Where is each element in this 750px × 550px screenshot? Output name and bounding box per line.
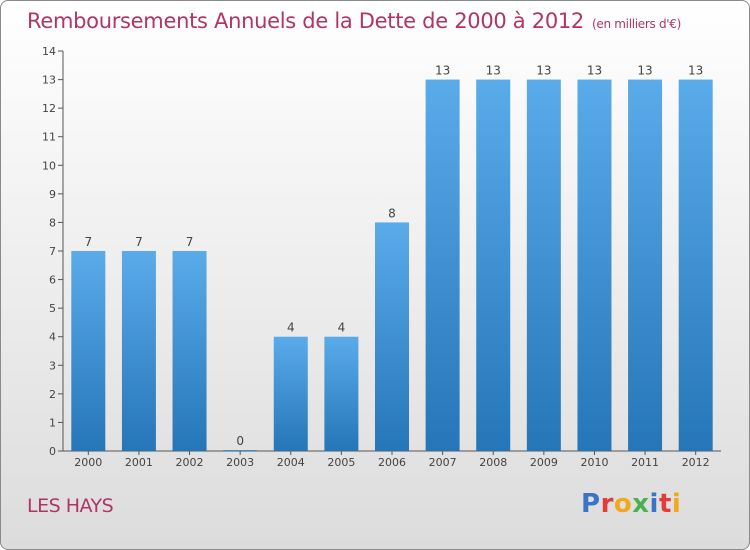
value-label: 13	[688, 64, 703, 78]
value-label: 4	[287, 321, 295, 335]
x-tick-label: 2012	[682, 456, 710, 469]
x-tick-label: 2010	[580, 456, 608, 469]
value-label: 0	[236, 434, 244, 448]
y-tick-label: 6	[49, 274, 56, 287]
chart-title-text: Remboursements Annuels de la Dette de 20…	[27, 9, 584, 33]
x-tick-label: 2005	[327, 456, 355, 469]
value-label: 13	[637, 64, 652, 78]
x-tick-label: 2007	[429, 456, 457, 469]
bar	[425, 79, 460, 452]
bar	[71, 251, 106, 451]
y-tick-label: 12	[42, 102, 56, 115]
place-name: LES HAYS	[27, 495, 114, 517]
y-tick-label: 5	[49, 302, 56, 315]
value-label: 7	[84, 235, 92, 249]
x-tick-label: 2003	[226, 456, 254, 469]
y-tick-label: 3	[49, 359, 56, 372]
bar	[375, 222, 409, 451]
value-label: 13	[435, 64, 450, 78]
y-tick-label: 10	[42, 159, 56, 172]
value-label: 13	[536, 64, 551, 78]
value-label: 8	[388, 206, 396, 220]
bar	[172, 251, 207, 451]
y-tick-label: 11	[42, 131, 56, 144]
logo-letter: o	[613, 489, 633, 519]
logo-letter: r	[600, 489, 614, 519]
bar	[628, 79, 663, 452]
y-tick-label: 9	[49, 188, 56, 201]
y-tick-label: 1	[49, 416, 56, 429]
value-label: 7	[135, 235, 143, 249]
bar	[273, 336, 308, 451]
logo-letter: i	[649, 489, 659, 519]
x-tick-label: 2004	[277, 456, 305, 469]
x-tick-label: 2000	[74, 456, 102, 469]
value-labels: 7 7 7 0 4 4 8 13 13 13 13 13 13	[84, 64, 703, 448]
proxiti-logo: Proxiti	[581, 489, 681, 519]
x-tick-label: 2006	[378, 456, 406, 469]
value-label: 7	[186, 235, 194, 249]
x-tick-label: 2008	[479, 456, 507, 469]
bar	[476, 79, 511, 452]
bar	[324, 336, 359, 451]
x-tick-label: 2011	[631, 456, 659, 469]
y-tick-label: 0	[49, 445, 56, 458]
value-label: 13	[587, 64, 602, 78]
y-tick-label: 2	[49, 388, 56, 401]
y-tick-label: 4	[49, 331, 56, 344]
x-tick-label: 2002	[176, 456, 204, 469]
value-label: 4	[338, 321, 346, 335]
value-label: 13	[486, 64, 501, 78]
logo-letter: t	[658, 489, 672, 519]
logo-letter: i	[671, 489, 682, 519]
logo-letter: x	[632, 489, 650, 519]
logo-letter: P	[581, 489, 601, 519]
y-tick-label: 13	[42, 74, 56, 87]
bar	[121, 251, 156, 451]
x-tick-label: 2009	[530, 456, 558, 469]
chart-unit: (en milliers d'€)	[592, 17, 682, 31]
bar	[678, 79, 713, 452]
y-tick-label: 7	[49, 245, 56, 258]
bar	[223, 450, 258, 451]
y-tick-label: 8	[49, 216, 56, 229]
x-tick-label: 2001	[125, 456, 153, 469]
bar	[577, 79, 612, 452]
bar	[526, 79, 561, 452]
y-tick-label: 14	[42, 45, 56, 58]
bars	[71, 79, 713, 452]
chart-title: Remboursements Annuels de la Dette de 20…	[27, 9, 681, 33]
